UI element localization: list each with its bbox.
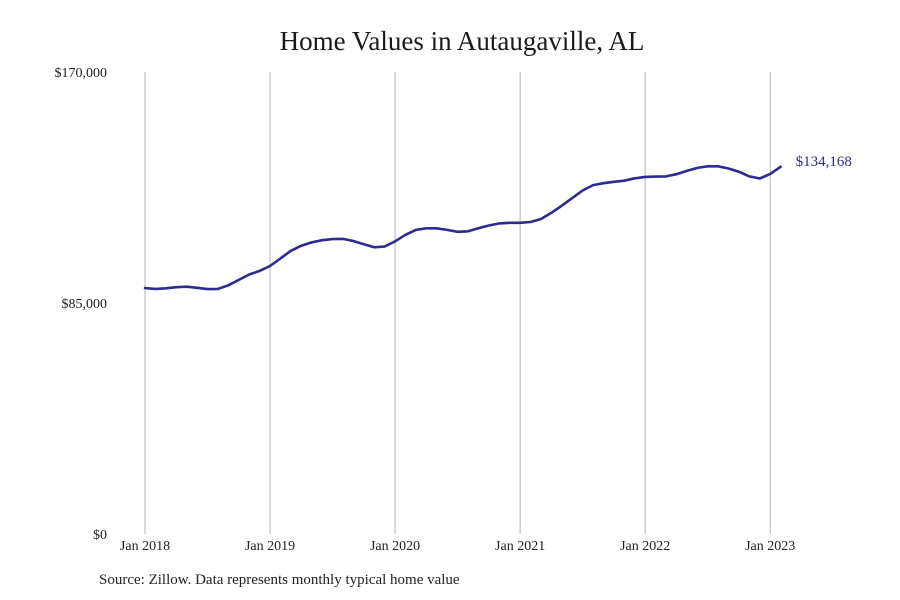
chart-title: Home Values in Autaugaville, AL bbox=[279, 26, 645, 56]
x-tick-label: Jan 2021 bbox=[495, 539, 545, 554]
x-axis-ticks: Jan 2018 Jan 2019 Jan 2020 Jan 2021 Jan 2022… bbox=[120, 539, 795, 554]
gridlines bbox=[144, 72, 771, 534]
series-layer bbox=[143, 165, 782, 291]
source-note: Source: Zillow. Data represents monthly … bbox=[99, 572, 460, 588]
x-tick-label: Jan 2018 bbox=[120, 539, 170, 554]
y-axis-ticks: $0 $85,000 $170,000 bbox=[55, 66, 108, 543]
x-tick-label: Jan 2022 bbox=[620, 539, 670, 554]
end-label-layer: $134,168 bbox=[796, 154, 852, 170]
y-tick-label: $0 bbox=[93, 528, 107, 543]
y-tick-label: $170,000 bbox=[55, 66, 108, 81]
y-tick-label: $85,000 bbox=[62, 297, 108, 312]
latest-value-label: $134,168 bbox=[796, 154, 852, 170]
x-tick-label: Jan 2020 bbox=[370, 539, 420, 554]
home-value-line bbox=[143, 165, 782, 291]
x-tick-label: Jan 2019 bbox=[245, 539, 295, 554]
x-tick-label: Jan 2023 bbox=[745, 539, 795, 554]
